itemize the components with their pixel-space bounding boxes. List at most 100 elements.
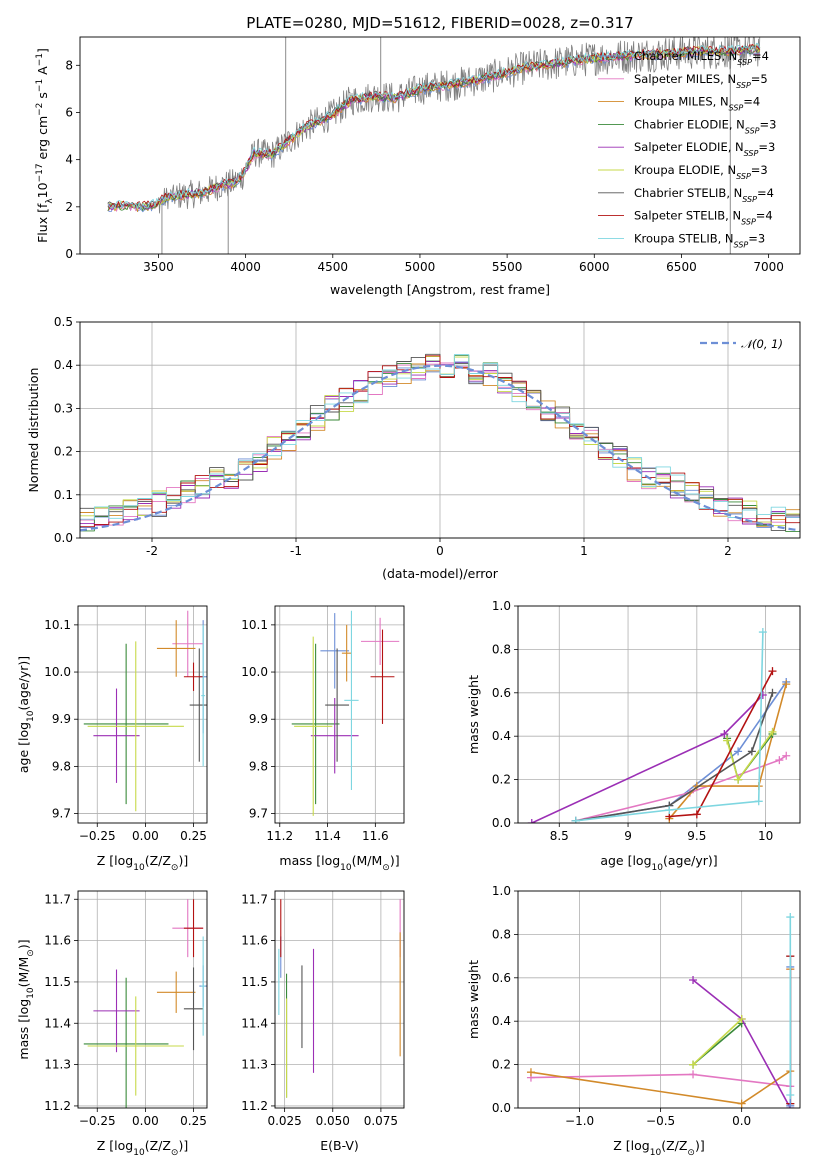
y-tick-label: 0.0	[492, 1101, 511, 1115]
chart-mass_vs_EBV: 0.025 0.050 0.075 11.2 11.3 11.4 11.5 11.6 11.7 E…	[241, 890, 405, 1153]
weight-marker	[782, 751, 791, 760]
chart-age_vs_Z: −0.25 0.00 0.25 9.7 9.8 9.9 10.0 10.1 Z [log10(Z…	[16, 605, 208, 873]
y-tick-label: 10.1	[44, 618, 71, 632]
x-tick-label: 0.025	[267, 1114, 301, 1128]
x-tick-label: 4500	[318, 260, 349, 274]
y-axis-label: mass [log10(M/M⊙)]	[16, 939, 36, 1059]
weight-marker	[768, 667, 777, 676]
weight-marker	[782, 680, 791, 689]
y-tick-label: 0.2	[492, 773, 511, 787]
x-tick-label: 0.25	[180, 1114, 207, 1128]
plot-area	[107, 37, 761, 254]
weight-marker	[734, 775, 743, 784]
x-tick-label: 0	[436, 544, 444, 558]
y-tick-label: 0.4	[492, 1014, 511, 1028]
y-tick-label: 4	[65, 153, 73, 167]
y-axis-label: Normed distribution	[26, 368, 41, 493]
y-tick-label: 10.0	[44, 665, 71, 679]
x-tick-label: 8.5	[550, 829, 569, 843]
y-tick-label: 8	[65, 58, 73, 72]
weight-marker	[786, 913, 795, 922]
y-tick-label: 0.1	[54, 488, 73, 502]
y-tick-label: 11.4	[44, 1016, 71, 1030]
weight-marker	[768, 727, 777, 736]
plot-area	[83, 899, 207, 1108]
legend: Chabrier MILES, NSSP=4 Salpeter MILES, NS…	[598, 49, 776, 249]
x-tick-label: 3500	[143, 260, 174, 274]
x-tick-label: 7000	[753, 260, 784, 274]
legend-entry: Chabrier MILES, NSSP=4	[634, 49, 769, 67]
weight-marker	[747, 747, 756, 756]
y-tick-label: 6	[65, 105, 73, 119]
x-tick-label: 0.050	[316, 1114, 350, 1128]
y-tick-label: 1.0	[492, 599, 511, 613]
weight-marker	[571, 816, 580, 823]
y-tick-label: 1.0	[492, 884, 511, 898]
x-tick-label: 0.075	[364, 1114, 398, 1128]
model-spectrum-line	[107, 44, 761, 210]
y-tick-label: 11.3	[241, 1058, 268, 1072]
y-tick-label: 0.4	[492, 729, 511, 743]
chart-mass_vs_Z: −0.25 0.00 0.25 11.2 11.3 11.4 11.5 11.6 11.7 Z […	[16, 890, 208, 1158]
y-tick-label: 9.7	[52, 807, 71, 821]
weight-marker	[786, 1090, 795, 1099]
x-axis-label: (data-model)/error	[382, 566, 499, 581]
y-tick-label: 9.9	[249, 712, 268, 726]
legend-entry: Chabrier ELODIE, NSSP=3	[634, 117, 776, 135]
y-tick-label: 0.2	[492, 1058, 511, 1072]
x-tick-label: 10	[758, 829, 773, 843]
weight-marker	[526, 1068, 535, 1077]
y-tick-label: 0.4	[54, 358, 73, 372]
x-tick-label: 4000	[230, 260, 261, 274]
weight-marker	[737, 1015, 746, 1024]
axes-frame	[274, 890, 405, 1109]
axes-frame	[274, 605, 405, 824]
weight-marker	[758, 628, 767, 637]
y-tick-label: 0.6	[492, 971, 511, 985]
weight-marker	[689, 975, 698, 984]
weight-marker	[692, 810, 701, 819]
weight-marker	[775, 756, 784, 765]
axes-frame	[79, 36, 801, 255]
normal-reference-curve	[80, 364, 800, 532]
x-axis-label: Z [log10(Z/Z⊙)]	[613, 1138, 704, 1158]
plot-area	[526, 913, 795, 1108]
y-axis-label: Flux [fλ10−17 erg cm−2 s−1 A−1]	[35, 48, 55, 243]
x-axis-label: wavelength [Angstrom, rest frame]	[330, 282, 550, 297]
x-tick-label: 1	[580, 544, 588, 558]
y-tick-label: 0.6	[492, 686, 511, 700]
weight-marker	[527, 819, 536, 823]
model-spectrum-line	[107, 42, 761, 210]
y-tick-label: 0.0	[492, 816, 511, 830]
y-tick-label: 0.2	[54, 445, 73, 459]
x-axis-label: age [log10(age/yr)]	[600, 853, 717, 873]
y-tick-label: 0.0	[54, 531, 73, 545]
y-tick-label: 11.2	[44, 1099, 71, 1113]
legend-entry: 𝒩(0, 1)	[741, 337, 783, 351]
y-tick-label: 9.8	[52, 759, 71, 773]
weight-marker	[768, 688, 777, 697]
legend-entry: Kroupa MILES, NSSP=4	[634, 95, 760, 113]
x-tick-label: 11.6	[362, 829, 389, 843]
y-tick-label: 9.9	[52, 712, 71, 726]
axes-frame	[517, 890, 801, 1109]
chart-spectrum: 3500 4000 4500 5000 5500 6000 6500 7000 0 2 4 6 8 wav…	[35, 36, 801, 297]
y-axis-label: mass weight	[466, 960, 481, 1039]
weight-marker	[720, 730, 729, 739]
x-axis-label: mass [log10(M/M⊙)]	[279, 853, 399, 873]
y-tick-label: 9.8	[249, 759, 268, 773]
axes-frame	[517, 605, 801, 824]
y-tick-label: 11.3	[44, 1058, 71, 1072]
x-tick-label: -1	[290, 544, 302, 558]
x-axis-label: Z [log10(Z/Z⊙)]	[97, 1138, 188, 1158]
y-tick-label: 11.7	[44, 892, 71, 906]
weight-marker	[689, 1060, 698, 1069]
x-tick-label: 0.25	[180, 829, 207, 843]
axes-frame	[77, 605, 208, 824]
plot-area	[527, 628, 791, 823]
x-axis-label: Z [log10(Z/Z⊙)]	[97, 853, 188, 873]
axes-frame	[77, 890, 208, 1109]
y-tick-label: 9.7	[249, 807, 268, 821]
legend-entry: Chabrier STELIB, NSSP=4	[634, 186, 774, 204]
plot-area	[80, 353, 800, 532]
